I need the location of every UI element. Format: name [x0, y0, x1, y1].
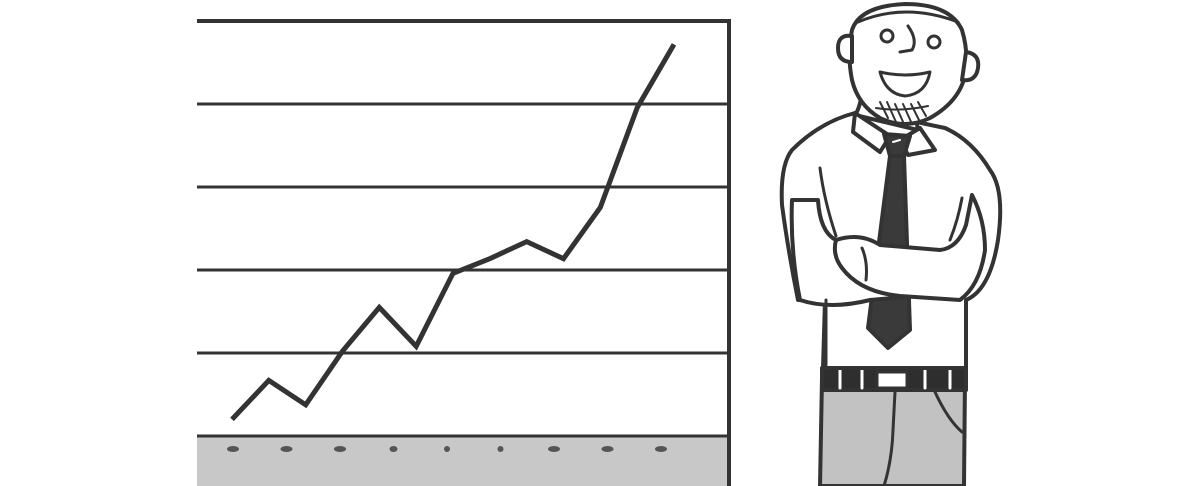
- nose: [898, 24, 916, 54]
- eye-left: [879, 28, 895, 44]
- board-background: [197, 20, 729, 436]
- trend-line-series: [230, 43, 677, 422]
- ear-right: [960, 50, 981, 83]
- tie-highlight: [892, 139, 901, 143]
- ground-marks: [227, 446, 667, 452]
- ground-strip: [197, 436, 729, 486]
- ground-mark: [548, 446, 560, 452]
- belt-buckle: [875, 370, 909, 390]
- beard-stubble: [875, 101, 929, 125]
- eye-right: [926, 34, 942, 50]
- ground-mark: [334, 446, 346, 452]
- shirt-collar-left: [851, 111, 892, 154]
- ground-mark: [655, 446, 667, 452]
- sleeve-crease-2: [948, 196, 964, 242]
- hair-line: [856, 10, 960, 24]
- sleeve-crease: [818, 166, 838, 238]
- ear-left: [836, 33, 854, 64]
- arm-fold-line: [860, 246, 868, 282]
- ground-mark: [389, 446, 398, 452]
- trouser-fly-seam: [882, 390, 897, 486]
- ground-mark: [227, 446, 239, 452]
- belt-loops: [838, 368, 952, 390]
- ground-mark: [601, 446, 614, 452]
- ground-mark: [444, 446, 450, 452]
- left-arm-crossed: [832, 193, 987, 302]
- ground-mark: [497, 446, 504, 452]
- chart-board: [197, 19, 731, 486]
- head: [847, 2, 969, 126]
- trouser-pocket-seam: [933, 390, 964, 434]
- man-figure: [779, 2, 1003, 486]
- tie-knot: [882, 132, 912, 158]
- ground-mark: [280, 446, 293, 452]
- mouth: [878, 70, 932, 98]
